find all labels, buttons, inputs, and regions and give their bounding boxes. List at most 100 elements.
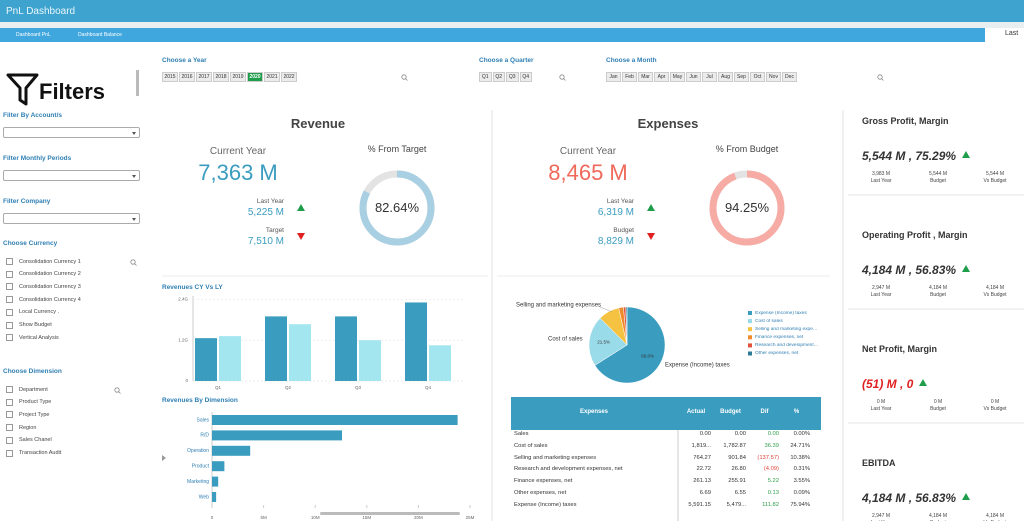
selector-option[interactable]: May bbox=[670, 72, 685, 82]
panel-title: Revenue bbox=[290, 116, 346, 131]
selector-option[interactable]: Feb bbox=[622, 72, 637, 82]
selector-option[interactable]: Mar bbox=[638, 72, 653, 82]
checkbox[interactable] bbox=[6, 321, 13, 329]
search-icon bbox=[563, 78, 566, 81]
selector-option[interactable]: 2015 bbox=[162, 72, 178, 82]
checkbox[interactable] bbox=[6, 296, 13, 304]
list-item[interactable]: Project Type bbox=[19, 411, 50, 418]
kpi-item-value: 3,983 M bbox=[871, 171, 891, 177]
tab[interactable]: Dashboard PnL bbox=[16, 32, 51, 38]
checkbox[interactable] bbox=[6, 258, 13, 265]
list-item[interactable]: Transaction Audit bbox=[19, 450, 62, 456]
y-tick-label: R/D bbox=[200, 433, 209, 439]
selector-option[interactable]: Oct bbox=[750, 72, 765, 82]
dropdown[interactable] bbox=[3, 213, 140, 224]
gauge-value: 82.64% bbox=[374, 200, 420, 215]
table-header: Expenses bbox=[579, 409, 609, 415]
selector-option[interactable]: Dec bbox=[782, 72, 797, 82]
legend-swatch bbox=[748, 311, 752, 315]
kpi-item-value: 0 M bbox=[876, 399, 886, 405]
dropdown[interactable] bbox=[3, 170, 140, 181]
kpi-item-label: Vs Budget bbox=[983, 406, 1007, 412]
selector-option[interactable]: Jun bbox=[686, 72, 701, 82]
slice-label: 21.5% bbox=[597, 340, 610, 345]
selector-option[interactable]: 2020 bbox=[247, 72, 263, 82]
x-tick-label: 10M bbox=[311, 515, 320, 520]
table-cell: 0.00 bbox=[767, 431, 779, 437]
list-item[interactable]: Consolidation Currency 1 bbox=[19, 258, 81, 265]
x-tick-label: Q1 bbox=[215, 385, 222, 390]
selector-option[interactable]: Jan bbox=[606, 72, 621, 82]
list-item[interactable]: Consolidation Currency 3 bbox=[19, 283, 81, 290]
list-item[interactable]: Consolidation Currency 4 bbox=[19, 296, 81, 303]
dropdown[interactable] bbox=[3, 127, 140, 138]
sub-label: Target bbox=[265, 227, 284, 234]
list-item[interactable]: Local Currency . bbox=[19, 309, 60, 316]
kpi-item-value: 5,544 M bbox=[928, 171, 948, 177]
kpi-item-label: Last Year bbox=[870, 406, 892, 412]
checkbox[interactable] bbox=[6, 449, 13, 457]
list-item[interactable]: Product Type bbox=[19, 399, 52, 406]
selector-option[interactable]: Apr bbox=[654, 72, 669, 82]
sub-value: 7,510 M bbox=[247, 236, 284, 247]
checkbox[interactable] bbox=[6, 424, 13, 432]
table-cell: 0.00% bbox=[793, 431, 810, 437]
selector-option[interactable]: Q1 bbox=[479, 72, 492, 82]
selector-option[interactable]: 2021 bbox=[264, 72, 280, 82]
table-cell: 5.22 bbox=[767, 478, 779, 485]
list-item[interactable]: Department bbox=[19, 386, 48, 393]
chart-title: Revenues By Dimension bbox=[162, 397, 238, 404]
selector-option[interactable]: Q4 bbox=[519, 72, 532, 82]
x-tick-label: Q4 bbox=[425, 385, 432, 390]
selector-option[interactable]: Jul bbox=[702, 72, 717, 82]
selector-option[interactable]: Aug bbox=[718, 72, 733, 82]
table-cell: 1,819... bbox=[691, 442, 711, 449]
kpi-item-label: Budget bbox=[930, 406, 946, 412]
table-cell: 22.72 bbox=[696, 466, 711, 473]
checkbox[interactable] bbox=[6, 270, 13, 278]
checkbox[interactable] bbox=[6, 398, 13, 406]
selector-option[interactable]: 2016 bbox=[179, 72, 195, 82]
bar bbox=[195, 338, 217, 381]
sub-label: Last Year bbox=[606, 198, 634, 205]
arrow-up bbox=[962, 265, 971, 272]
search-icon bbox=[118, 391, 121, 394]
x-tick-label: 5M bbox=[260, 515, 267, 520]
checkbox[interactable] bbox=[6, 411, 13, 419]
list-item[interactable]: Sales Chanel bbox=[19, 437, 52, 444]
gauge-value: 94.25% bbox=[724, 200, 770, 215]
checkbox[interactable] bbox=[6, 436, 13, 444]
selector-option[interactable]: 2022 bbox=[281, 72, 297, 82]
selector-option[interactable]: Nov bbox=[766, 72, 781, 82]
checkbox[interactable] bbox=[6, 308, 13, 316]
selector-option[interactable]: Q2 bbox=[492, 72, 505, 82]
bar bbox=[219, 336, 241, 381]
table-header: Dif bbox=[760, 409, 769, 415]
kpi-item-label: Last Year bbox=[870, 178, 892, 184]
checkbox[interactable] bbox=[6, 334, 13, 342]
selector-option[interactable]: 2019 bbox=[230, 72, 246, 82]
pie-annotation: Cost of sales bbox=[548, 337, 583, 343]
filter-icon bbox=[6, 73, 39, 106]
list-item[interactable]: Region bbox=[19, 424, 37, 431]
x-tick-label: 25M bbox=[466, 515, 475, 520]
search-icon bbox=[559, 74, 565, 80]
selector-option[interactable]: 2018 bbox=[213, 72, 229, 82]
kpi-item-value: 0 M bbox=[990, 399, 1000, 405]
search-icon bbox=[877, 74, 883, 80]
kpi-value-row: (51) M , 0 bbox=[862, 377, 928, 391]
list-item[interactable]: Vertical Analysis bbox=[19, 334, 59, 341]
list-item[interactable]: Show Budget bbox=[19, 322, 52, 328]
selector-option[interactable]: 2017 bbox=[196, 72, 212, 82]
table-cell: 5,479... bbox=[726, 501, 746, 508]
tab[interactable]: Dashboard Balance bbox=[78, 32, 122, 38]
arrow-down bbox=[297, 233, 305, 240]
filters-logo: Filters bbox=[39, 79, 106, 104]
checkbox[interactable] bbox=[6, 283, 13, 291]
checkbox[interactable] bbox=[6, 386, 13, 393]
list-item[interactable]: Consolidation Currency 2 bbox=[19, 271, 81, 278]
selector-option[interactable]: Sep bbox=[734, 72, 749, 82]
kpi-item-value: 2,947 M bbox=[871, 513, 891, 519]
selector-option[interactable]: Q3 bbox=[506, 72, 519, 82]
